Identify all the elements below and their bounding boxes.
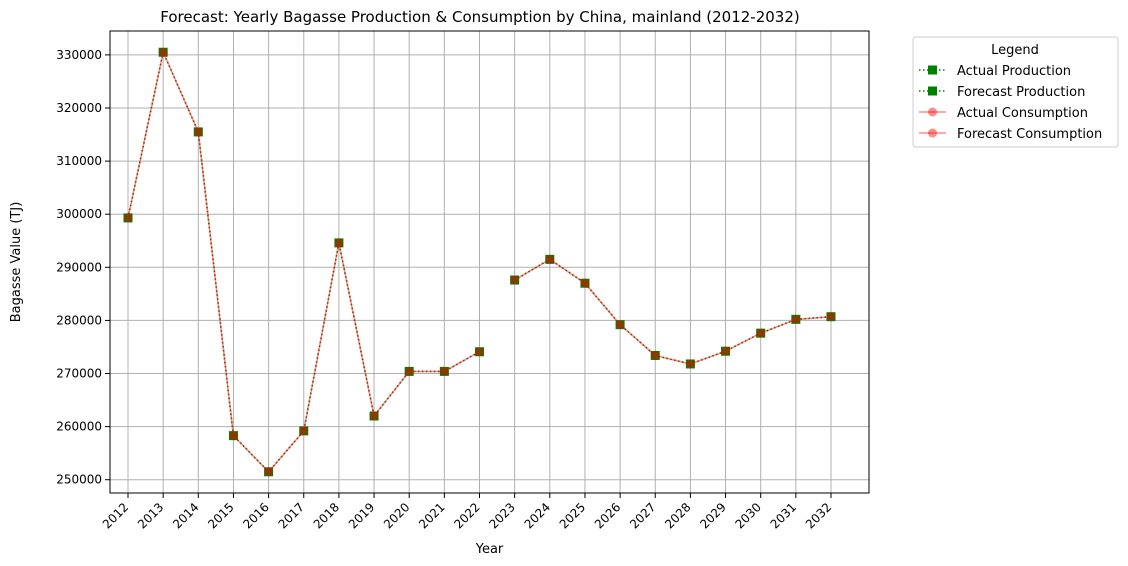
legend: Legend Actual Production Forecast Product… [912,36,1119,148]
legend-entry-label: Actual Consumption [957,106,1088,121]
y-tick-label: 250000 [56,473,102,487]
legend-swatch-marker [928,86,937,96]
x-tick-label: 2015 [205,500,236,531]
legend-swatch-marker [928,128,937,138]
data-point [615,320,625,330]
legend-entry-label: Actual Production [957,64,1071,79]
x-tick-label: 2020 [381,500,412,531]
axes-ticks: 2012 2013 2014 2015 2016 2017 2018 2019 2020 2021… [56,48,834,532]
data-point [158,47,168,57]
data-point [264,467,274,477]
series-0 [123,47,484,477]
legend-entry-label: Forecast Consumption [957,127,1102,142]
y-tick-label: 330000 [56,48,102,62]
x-tick-label: 2018 [311,500,342,531]
series-2 [123,47,484,477]
data-point [158,47,168,57]
data-point [475,347,484,357]
data-point [193,127,203,137]
data-point [123,213,133,223]
legend-items: Actual Production Forecast Production Actu… [919,64,1102,142]
y-tick-label: 300000 [56,207,102,221]
x-tick-label: 2016 [240,500,271,531]
legend-swatch-marker [928,65,937,75]
y-tick-label: 290000 [56,260,102,274]
x-tick-label: 2028 [662,500,693,531]
x-tick-label: 2019 [346,500,377,531]
data-point [510,275,520,285]
legend-swatch-marker [928,107,937,117]
data-point [756,328,766,338]
y-tick-label: 310000 [56,154,102,168]
x-tick-label: 2027 [627,500,658,531]
data-point [650,350,660,360]
data-point [791,314,801,324]
y-tick-label: 270000 [56,367,102,381]
data-point [826,312,836,322]
series-line [127,49,480,473]
x-tick-label: 2023 [486,500,517,531]
data-point [228,431,238,441]
data-point [685,359,695,369]
data-point [439,366,449,376]
y-tick-label: 260000 [56,420,102,434]
legend-frame [912,36,1119,148]
series-line [514,258,832,365]
legend-entry-label: Forecast Production [957,85,1085,100]
series-3 [510,254,836,369]
data-point [404,366,414,376]
series-1 [510,254,836,369]
x-tick-label: 2025 [557,500,588,531]
x-tick-label: 2026 [592,500,623,531]
grid-lines [110,31,869,493]
x-tick-label: 2032 [803,500,834,531]
data-point [475,347,484,357]
x-axis-label: Year [475,542,504,557]
data-point [123,213,133,223]
plot-frame [109,30,870,494]
data-point [264,467,274,477]
y-tick-label: 280000 [56,313,102,327]
data-point [334,238,344,248]
data-point [228,431,238,441]
data-point [615,320,625,330]
data-point [334,238,344,248]
series-layer [123,47,836,477]
data-point [439,366,449,376]
x-tick-label: 2021 [416,500,447,531]
x-tick-label: 2022 [451,500,482,531]
x-tick-label: 2017 [276,500,307,531]
x-tick-label: 2014 [170,500,201,531]
data-point [299,426,309,436]
data-point [650,350,660,360]
data-point [510,275,520,285]
data-point [685,359,695,369]
data-point [580,278,590,288]
data-point [369,411,379,421]
x-tick-label: 2030 [732,500,763,531]
data-point [369,411,379,421]
data-point [756,328,766,338]
data-point [404,366,414,376]
data-point [721,346,731,356]
x-tick-label: 2013 [135,500,166,531]
data-point [545,254,555,264]
data-point [580,278,590,288]
chart-title: Forecast: Yearly Bagasse Production & Co… [160,8,800,26]
data-point [791,314,801,324]
x-tick-label: 2029 [697,500,728,531]
x-tick-label: 2024 [522,500,553,531]
y-axis-label: Bagasse Value (TJ) [9,202,24,323]
y-tick-label: 320000 [56,101,102,115]
series-line [514,258,832,365]
data-point [545,254,555,264]
x-tick-label: 2031 [768,500,799,531]
legend-title: Legend [991,43,1039,58]
data-point [721,346,731,356]
x-tick-label: 2012 [100,500,131,531]
data-point [193,127,203,137]
data-point [826,312,836,322]
data-point [299,426,309,436]
